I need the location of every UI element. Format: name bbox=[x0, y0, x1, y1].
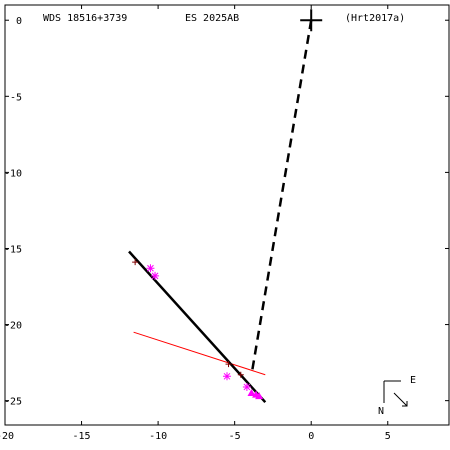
reference-code: (Hrt2017a) bbox=[345, 13, 405, 24]
orbit-line bbox=[128, 250, 267, 404]
x-tick-label: -5 bbox=[229, 431, 241, 442]
primary-star-marker bbox=[300, 9, 323, 32]
plus-observation-point bbox=[132, 259, 139, 266]
wds-identifier: WDS 18516+3739 bbox=[43, 13, 127, 24]
discoverer-designation: ES 2025AB bbox=[185, 13, 239, 24]
y-tick-label: 0 bbox=[16, 16, 22, 27]
y-tick-label: -15 bbox=[4, 244, 22, 255]
y-tick-label: -10 bbox=[4, 168, 22, 179]
compass-north-label: N bbox=[378, 406, 384, 417]
plus-observation-point bbox=[237, 371, 244, 378]
plot-lines bbox=[128, 9, 323, 404]
triangle-observation-point bbox=[255, 392, 264, 400]
plot-border bbox=[4, 4, 450, 426]
x-tick-label: 5 bbox=[385, 431, 391, 442]
axis-ticks: -20 -15 -10 -5 0 5 0 -5 -10 -15 -20 -25 bbox=[0, 5, 449, 442]
y-tick-label: -20 bbox=[4, 321, 22, 332]
x-tick-label: -20 bbox=[0, 431, 14, 442]
y-tick-label: -25 bbox=[4, 397, 22, 408]
asterisk-observation-point bbox=[151, 271, 160, 280]
x-tick-label: -15 bbox=[73, 431, 91, 442]
line-of-nodes bbox=[250, 20, 313, 375]
x-tick-label: 0 bbox=[308, 431, 314, 442]
asterisk-observation-point bbox=[223, 372, 231, 381]
compass-indicator: E N bbox=[378, 375, 416, 417]
y-tick-label: -5 bbox=[10, 92, 22, 103]
observation-points bbox=[132, 259, 264, 400]
asterisk-observation-point bbox=[242, 382, 251, 391]
plot-frame bbox=[4, 4, 450, 426]
plus-observation-point bbox=[225, 361, 232, 368]
triangle-observation-point bbox=[247, 389, 256, 397]
x-tick-label: -10 bbox=[149, 431, 167, 442]
asterisk-observation-point bbox=[146, 264, 155, 273]
compass-east-label: E bbox=[410, 375, 416, 386]
residual-line bbox=[133, 331, 266, 376]
